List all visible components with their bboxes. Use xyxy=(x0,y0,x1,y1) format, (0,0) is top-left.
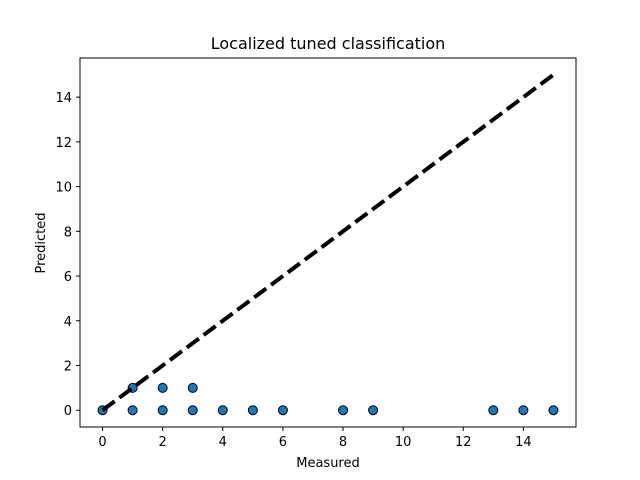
data-point xyxy=(277,405,288,416)
reference-line xyxy=(101,73,555,412)
x-tick-label: 2 xyxy=(159,435,167,450)
y-tick-label: 2 xyxy=(64,360,72,375)
axes-frame xyxy=(79,57,577,428)
y-tick-label: 0 xyxy=(64,404,72,419)
x-tick-label: 14 xyxy=(515,435,532,450)
y-tick-label: 8 xyxy=(64,225,72,240)
y-axis-label: Predicted xyxy=(34,212,49,273)
plot-area xyxy=(97,73,559,416)
y-tick-label: 6 xyxy=(64,270,72,285)
data-point xyxy=(217,405,228,416)
data-point xyxy=(127,405,138,416)
data-point xyxy=(157,382,168,393)
y-tick-label: 14 xyxy=(55,91,72,106)
data-point xyxy=(187,405,198,416)
x-tick-label: 0 xyxy=(98,435,106,450)
x-tick-label: 12 xyxy=(455,435,472,450)
data-point xyxy=(548,405,559,416)
x-axis: 0 2 4 6 8 10 12 14 xyxy=(98,427,532,450)
y-axis: 0 2 4 6 8 10 12 14 xyxy=(55,91,80,419)
x-tick-label: 6 xyxy=(279,435,287,450)
data-point xyxy=(518,405,529,416)
x-tick-label: 8 xyxy=(339,435,347,450)
data-point xyxy=(157,405,168,416)
data-point xyxy=(338,405,349,416)
x-axis-label: Measured xyxy=(296,456,360,471)
x-tick-label: 10 xyxy=(395,435,412,450)
x-tick-label: 4 xyxy=(219,435,227,450)
y-tick-label: 4 xyxy=(64,315,72,330)
data-point xyxy=(368,405,379,416)
y-tick-label: 10 xyxy=(55,181,72,196)
chart-title: Localized tuned classification xyxy=(211,34,446,53)
data-point xyxy=(247,405,258,416)
y-tick-label: 12 xyxy=(55,136,72,151)
data-point xyxy=(488,405,499,416)
data-point xyxy=(187,382,198,393)
